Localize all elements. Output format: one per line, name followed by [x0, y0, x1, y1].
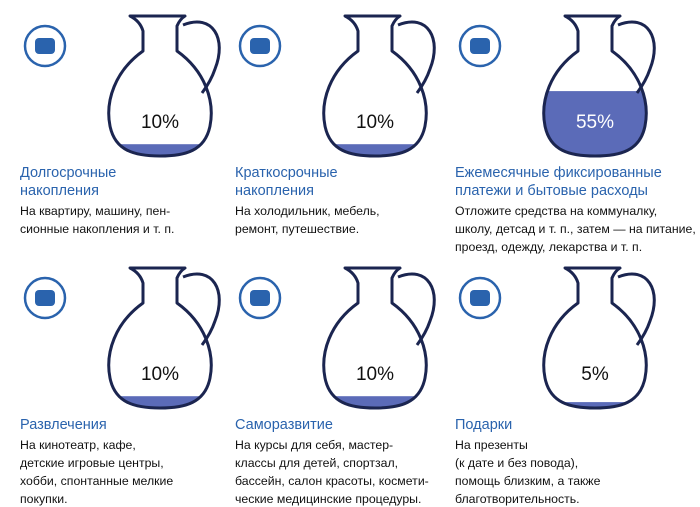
jug: 10%	[322, 14, 436, 158]
item-title: Краткосрочные	[235, 165, 338, 181]
item-description: ческие медицинские процедуры.	[235, 492, 421, 506]
icon	[238, 24, 282, 68]
jug-outline	[542, 266, 648, 410]
item-description: На презенты	[455, 438, 528, 452]
jug: 55%	[542, 14, 656, 158]
item-description: классы для детей, спортзал,	[235, 456, 398, 470]
item: 10% Развлечения На кинотеатр, кафе, детские…	[20, 266, 221, 506]
fill-level	[108, 144, 212, 156]
percent-label: 10%	[141, 364, 179, 385]
icon	[23, 276, 67, 320]
item-description: На курсы для себя, мастер-	[235, 438, 393, 452]
icon	[23, 24, 67, 68]
item: 5% Подарки На презенты (к дате и без повода…	[455, 266, 656, 506]
item-description: сионные накопления и т. п.	[20, 222, 174, 236]
jug-handle	[397, 272, 436, 346]
percent-label: 5%	[581, 364, 609, 385]
jug: 10%	[322, 266, 436, 410]
item-title: накопления	[235, 183, 314, 199]
item-description: детские игровые центры,	[20, 456, 164, 470]
icon-glyph	[470, 38, 490, 54]
jug-handle	[617, 272, 656, 346]
icon-glyph	[250, 38, 270, 54]
jug-outline	[107, 266, 213, 410]
jug-handle	[397, 20, 436, 94]
item-description: На кинотеатр, кафе,	[20, 438, 136, 452]
item-description: Отложите средства на коммуналку,	[455, 204, 657, 218]
item-title: накопления	[20, 183, 99, 199]
percent-label: 55%	[576, 112, 614, 133]
item-title: Долгосрочные	[20, 165, 116, 181]
jug-handle	[182, 272, 221, 346]
jug-outline	[542, 14, 648, 158]
item-description: На квартиру, машину, пен-	[20, 204, 170, 218]
icon-glyph	[35, 38, 55, 54]
item-description: бассейн, салон красоты, космети-	[235, 474, 429, 488]
item-title: Ежемесячные фиксированные	[455, 165, 662, 181]
icon	[458, 24, 502, 68]
item-title: Саморазвитие	[235, 417, 333, 433]
fill-level	[543, 402, 647, 408]
icon-glyph	[35, 290, 55, 306]
jug: 10%	[107, 266, 221, 410]
item-title: Подарки	[455, 417, 512, 433]
item-description: проезд, одежду, лекарства и т. п.	[455, 240, 642, 254]
jug: 5%	[542, 266, 656, 410]
item-description: благотворительность.	[455, 492, 580, 506]
item: 55% Ежемесячные фиксированные платежи и бы…	[455, 14, 696, 254]
icon	[458, 276, 502, 320]
item-description: помощь близким, а также	[455, 474, 601, 488]
jug: 10%	[107, 14, 221, 158]
fill-level	[108, 396, 212, 408]
jug-handle	[182, 20, 221, 94]
icon-glyph	[470, 290, 490, 306]
item: 10% Долгосрочные накопления На квартиру, ма…	[20, 14, 221, 236]
fill-level	[543, 91, 647, 156]
item-description: ремонт, путешествие.	[235, 222, 359, 236]
icon	[238, 276, 282, 320]
jug-handle	[617, 20, 656, 94]
jug-outline	[107, 14, 213, 158]
item-title: платежи и бытовые расходы	[455, 183, 648, 199]
fill-level	[323, 144, 427, 156]
item-description: школу, детсад и т. п., затем — на питани…	[455, 222, 696, 236]
item: 10% Саморазвитие На курсы для себя, мастер…	[235, 266, 436, 506]
item: 10% Краткосрочные накопления На холодильник…	[235, 14, 436, 236]
jug-outline	[322, 14, 428, 158]
percent-label: 10%	[141, 112, 179, 133]
percent-label: 10%	[356, 364, 394, 385]
percent-label: 10%	[356, 112, 394, 133]
icon-glyph	[250, 290, 270, 306]
item-title: Развлечения	[20, 417, 107, 433]
jug-outline	[322, 266, 428, 410]
item-description: На холодильник, мебель,	[235, 204, 380, 218]
fill-level	[323, 396, 427, 408]
item-description: хобби, спонтанные мелкие	[20, 474, 173, 488]
item-description: покупки.	[20, 492, 68, 506]
item-description: (к дате и без повода),	[455, 456, 578, 470]
